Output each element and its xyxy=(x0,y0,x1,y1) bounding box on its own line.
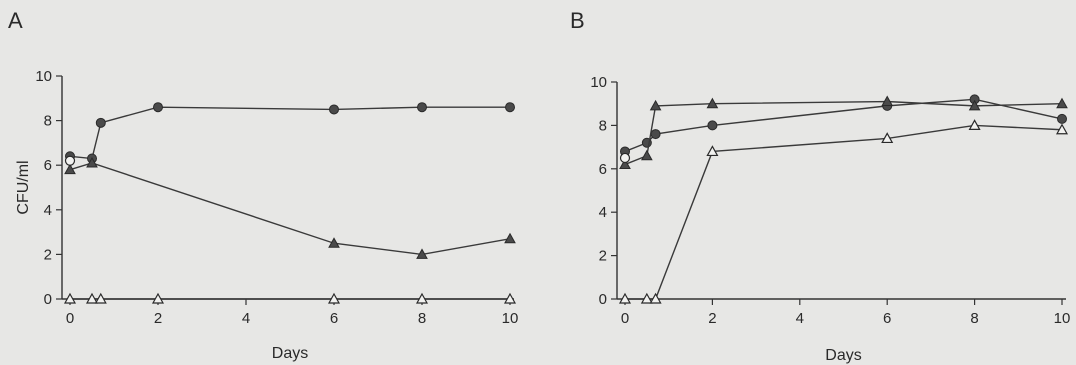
panel-1-x-axis-title: Days xyxy=(825,347,861,364)
panel-b: B 0 2 4 6 8 10 0 2 4 6 8 10 Days xyxy=(570,8,1070,364)
panel-0-series-3-point xyxy=(64,155,76,166)
panel-1-x-tick-label: 0 xyxy=(621,310,629,327)
panel-1-y-tick-label: 4 xyxy=(599,204,607,221)
panel-1-y-tick-label: 8 xyxy=(599,117,607,134)
panel-1-series-2-point xyxy=(968,119,981,130)
panel-1-x-tick-label: 6 xyxy=(883,310,891,327)
panel-1-series-2-point xyxy=(640,292,653,304)
panel-0-y-tick-label: 0 xyxy=(44,291,52,308)
panel-0-series-0-point xyxy=(329,104,339,115)
panel-0-series-0-point xyxy=(153,102,163,113)
panel-1-series-3-point xyxy=(619,152,631,164)
panel-1-y-tick-label: 10 xyxy=(590,74,607,91)
panel-0-series-2-point xyxy=(415,292,429,304)
panel-0-y-tick-label: 4 xyxy=(44,202,52,219)
panel-1-series-1-point xyxy=(706,97,719,109)
panel-0-series-2-point xyxy=(63,292,77,304)
panel-a: A 0 2 4 6 8 10 0 2 4 6 8 10 Days CFU/ml xyxy=(8,8,518,362)
panel-1-series-1-point xyxy=(968,99,981,111)
panel-1-series-1-point xyxy=(881,95,894,107)
panel-1-series-1-point xyxy=(619,158,631,169)
panel-1-series-1-point xyxy=(641,149,653,161)
panel-0-series-2-point xyxy=(85,292,99,304)
panel-1-series-0-point xyxy=(650,129,661,140)
panel-0-series-1-point xyxy=(64,163,76,175)
panel-0-series-2-point xyxy=(94,292,107,304)
panel-0-series-1-point xyxy=(86,156,98,168)
panel-0-y-tick-label: 6 xyxy=(44,157,52,174)
panel-0-series-2-point xyxy=(327,292,341,304)
panel-1-series-1-point xyxy=(1056,97,1068,109)
panel-0-x-tick-label: 4 xyxy=(242,310,250,327)
panel-0-series-0-line xyxy=(69,106,510,160)
panel-0-y-tick-label: 8 xyxy=(44,113,52,130)
panel-1-series-2-point xyxy=(1055,123,1069,135)
panel-1-y-tick-label: 6 xyxy=(599,161,607,178)
panel-1-series-0-point xyxy=(1057,113,1067,124)
panel-0-series-0-point xyxy=(95,117,106,128)
panel-1-x-tick-label: 8 xyxy=(970,310,978,327)
panel-1-series-0-point xyxy=(707,120,718,131)
panel-0-series-2-point xyxy=(151,292,165,304)
panel-0-x-axis-title: Days xyxy=(272,345,308,362)
panel-0-series-1-line xyxy=(69,162,511,256)
panel-0-y-tick-label: 10 xyxy=(35,68,52,85)
panel-1-x-tick-label: 4 xyxy=(796,310,804,327)
panel-0-series-0-point xyxy=(505,102,515,113)
panel-1-x-tick-label: 2 xyxy=(708,310,716,327)
panel-1-series-1-point xyxy=(649,99,662,111)
panel-1-series-2-line xyxy=(625,124,1063,300)
panel-0-letter: A xyxy=(8,8,23,33)
panel-0-x-tick-label: 10 xyxy=(502,310,519,327)
panel-1-series-2-point xyxy=(618,292,632,304)
panel-1-series-2-point xyxy=(649,292,662,304)
panel-0-x-tick-label: 6 xyxy=(330,310,338,327)
panel-0-x-tick-label: 0 xyxy=(66,310,74,327)
panel-1-series-0-line xyxy=(624,98,1063,153)
panel-0-y-axis-title: CFU/ml xyxy=(15,160,32,214)
panel-1-series-2-point xyxy=(881,132,894,144)
panel-1-letter: B xyxy=(570,8,585,33)
panel-0-x-tick-label: 8 xyxy=(418,310,426,327)
panel-0-series-1-point xyxy=(328,237,340,248)
panel-0-series-1-point xyxy=(504,232,516,244)
panel-0-series-2-point xyxy=(503,292,517,304)
panel-1-y-tick-label: 2 xyxy=(599,248,607,265)
panel-0-x-tick-label: 2 xyxy=(154,310,162,327)
panel-0-y-tick-label: 2 xyxy=(44,246,52,263)
panel-0-series-0-point xyxy=(417,102,427,113)
panel-1-x-tick-label: 10 xyxy=(1054,310,1071,327)
panel-1-y-tick-label: 0 xyxy=(599,291,607,308)
panel-1-series-2-point xyxy=(706,145,719,157)
panel-0-series-1-point xyxy=(416,248,428,259)
